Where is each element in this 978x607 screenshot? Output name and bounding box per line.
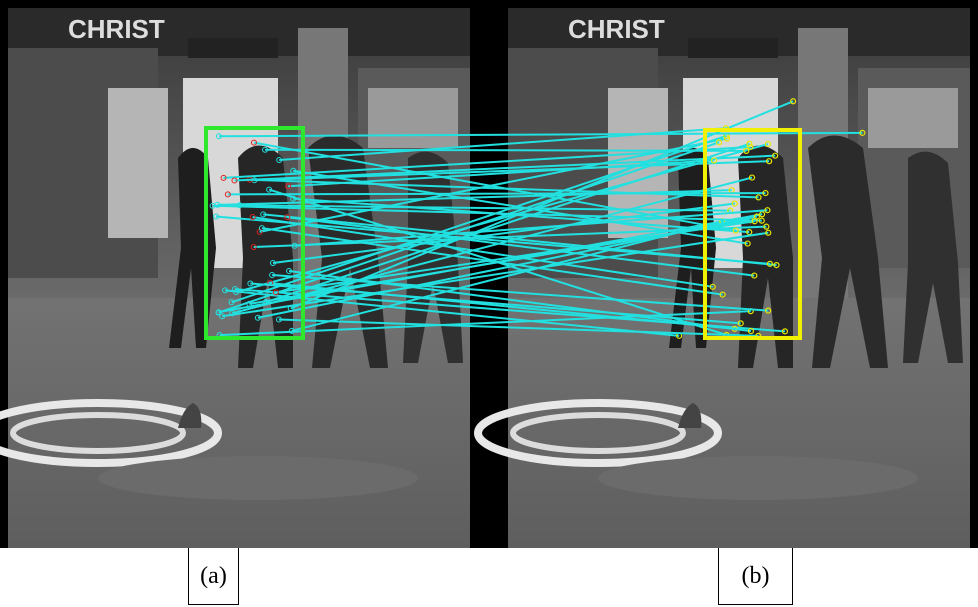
- figure-image: CHRIST: [0, 0, 978, 548]
- match-line: [228, 193, 766, 194]
- match-line: [265, 150, 746, 151]
- label-a: (a): [188, 548, 239, 605]
- page: CHRIST (a) (b) (() => { const data = JSO…: [0, 0, 978, 607]
- label-b: (b): [718, 548, 793, 605]
